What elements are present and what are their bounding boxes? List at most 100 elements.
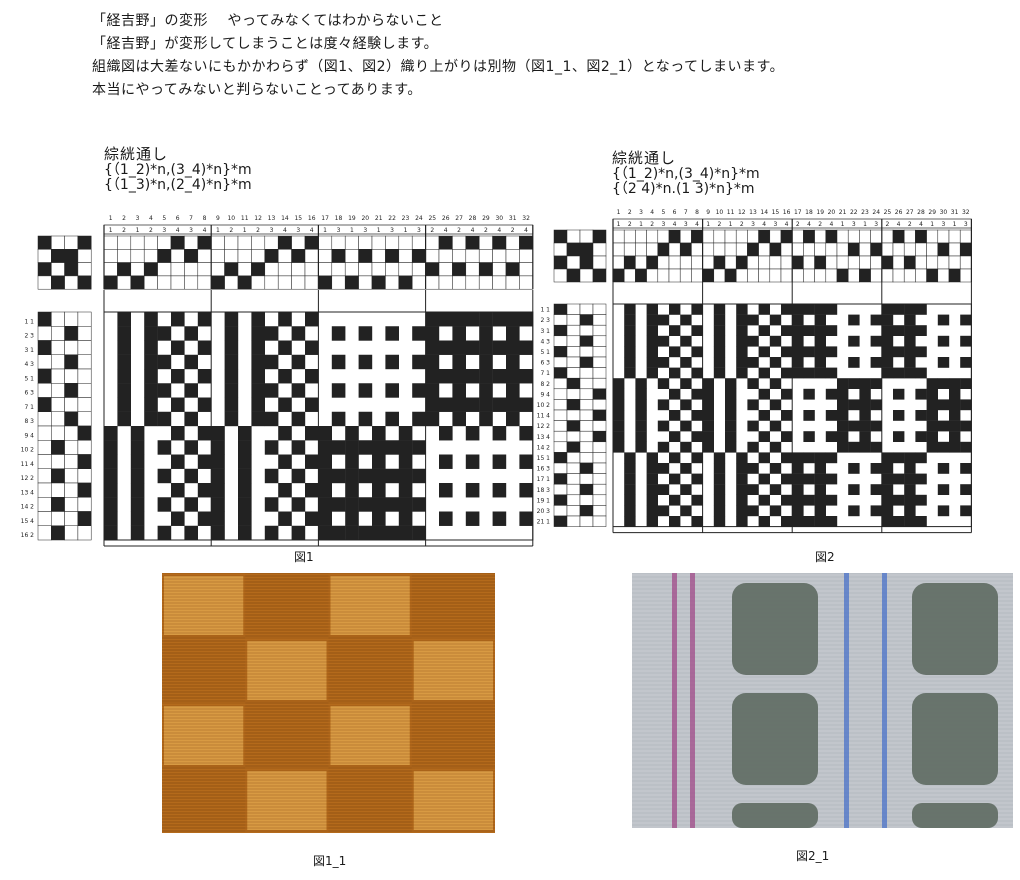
figure1-treadling-cell: [37, 440, 52, 455]
figure2-threading-cell: [825, 268, 838, 283]
figure2-treadling-cell: [592, 324, 607, 337]
figure2-threading-cell: [702, 255, 715, 270]
figure2-drawdown-cell: [814, 314, 826, 326]
photo2-block: [732, 803, 818, 828]
figure2-warp-number: 20: [828, 209, 836, 216]
figure2-drawdown-cell: [758, 304, 770, 315]
figure2-threading-cell: [959, 255, 972, 270]
figure2-drawdown-cell: [624, 346, 636, 358]
figure2-treadling-cell: [579, 324, 594, 337]
figure1-drawdown-cell: [425, 312, 440, 327]
figure2-drawdown-cell: [926, 410, 938, 421]
figure2-threading-cell: [959, 268, 972, 283]
figure1-drawdown-cell: [224, 354, 239, 370]
figure1-drawdown-cell: [251, 340, 265, 355]
figure2-treadling-cell: [579, 399, 594, 411]
figure2-drawdown-cell: [713, 335, 726, 347]
figure1-tieup-cell: [51, 235, 65, 250]
figure2-threading-cell: [724, 255, 737, 270]
figure1-drawdown-cell: [211, 511, 225, 526]
figure2-drawdown-cell: [781, 388, 793, 400]
figure2-treadling-cell: [553, 483, 568, 496]
figure2-threading-cell: [825, 242, 838, 257]
figure2-drawdown-cell: [792, 335, 804, 347]
figure2-drawdown-cell: [893, 325, 905, 336]
figure2-drawdown-cell: [870, 335, 882, 347]
figure1-drawdown-cell: [465, 426, 480, 441]
figure1-drawdown-cell: [519, 369, 533, 384]
figure1-shaft-number: 4: [310, 227, 314, 234]
figure2-drawdown-cell: [747, 314, 759, 326]
figure2-drawdown-cell: [635, 420, 647, 432]
figure1-drawdown-cell: [291, 354, 306, 370]
figure2-drawdown-cell: [736, 452, 748, 464]
figure2-drawdown-cell: [613, 420, 625, 432]
figure2-weft-label: 2 3: [540, 317, 550, 324]
figure2-treadling-cell: [592, 452, 607, 464]
figure2-threading-cell: [926, 229, 939, 244]
figure2-drawdown-cell: [881, 346, 894, 358]
figure1-treadling-cell: [77, 411, 92, 427]
figure1-weft-label: 16 2: [21, 532, 35, 539]
figure1-drawdown-cell: [197, 454, 212, 469]
figure2-threading-cell: [713, 242, 726, 257]
figure2-formula-line-2: {（2 4)*n.(1 3)*n}*m: [612, 181, 755, 197]
figure2-drawdown-cell: [657, 314, 670, 326]
figure1-threading-cell: [492, 235, 507, 250]
figure2-drawdown-cell: [702, 420, 714, 432]
figure1-warp-number: 12: [254, 215, 262, 222]
figure2-treadling-cell: [553, 377, 568, 390]
figure1-treadling-cell: [51, 340, 65, 355]
figure2-drawdown-cell: [669, 473, 681, 485]
figure1-threading-cell: [251, 235, 266, 250]
figure2-treadling-cell: [579, 473, 594, 485]
photo1-fabric-image: [162, 572, 495, 833]
figure1-drawdown-cell: [358, 525, 373, 541]
figure2-shaft-number: 1: [729, 221, 733, 228]
figure2-drawdown-cell: [624, 325, 636, 336]
figure2-threading-cell: [903, 268, 916, 283]
figure1-drawdown-cell: [519, 426, 533, 441]
figure2-treadling-cell: [592, 441, 607, 453]
photo1-block: [413, 771, 493, 830]
figure1-formula-line-2: {（1_3)*n,(2_4)*n}*m: [104, 177, 252, 193]
figure1-drawdown-cell: [372, 454, 386, 469]
figure1-threading-cell: [452, 235, 467, 250]
figure1-drawdown-cell: [345, 440, 359, 455]
figure1-drawdown-cell: [197, 511, 212, 526]
figure2-drawdown-cell: [769, 378, 782, 389]
figure2-drawdown-cell: [624, 494, 636, 506]
figure1-drawdown-cell: [305, 426, 319, 441]
figure2-threading-cell: [724, 229, 737, 244]
figure2-threading-cell: [646, 229, 659, 244]
figure1-drawdown-cell: [385, 354, 399, 370]
figure1-weft-label: 3 1: [24, 347, 34, 354]
figure2-drawdown-cell: [893, 516, 905, 527]
photo1-block: [164, 641, 244, 700]
figure1-threading-cell: [157, 262, 172, 277]
figure2-drawdown-cell: [848, 399, 860, 411]
figure1-weft-label: 14 2: [21, 504, 35, 511]
figure1-drawdown-cell: [385, 411, 399, 427]
figure1-threading-cell: [452, 262, 467, 277]
figure1-warp-number: 3: [136, 215, 140, 222]
figure1-threading-cell: [398, 235, 413, 250]
figure1-threading-cell: [170, 275, 185, 290]
figure2-threading-cell: [735, 229, 748, 244]
figure1-treadling-cell: [77, 383, 92, 398]
figure1-warp-number: 6: [176, 215, 180, 222]
figure1-treadling-cell: [37, 497, 52, 512]
figure2-drawdown-cell: [949, 399, 961, 411]
figure1-warp-number: 15: [294, 215, 302, 222]
figure2-drawdown-cell: [837, 441, 849, 453]
figure1-drawdown-cell: [345, 497, 359, 512]
figure2-treadling-cell: [592, 356, 607, 368]
figure1-threading-cell: [371, 235, 386, 250]
figure2-threading-cell: [735, 255, 748, 270]
figure2-drawdown-cell: [613, 410, 625, 421]
figure2-drawdown-cell: [937, 378, 950, 389]
figure2-threading-cell: [859, 242, 871, 257]
figure2-drawdown-cell: [713, 325, 726, 336]
figure1-weft-label: 13 4: [21, 489, 35, 496]
figure2-drawdown-cell: [949, 431, 961, 442]
